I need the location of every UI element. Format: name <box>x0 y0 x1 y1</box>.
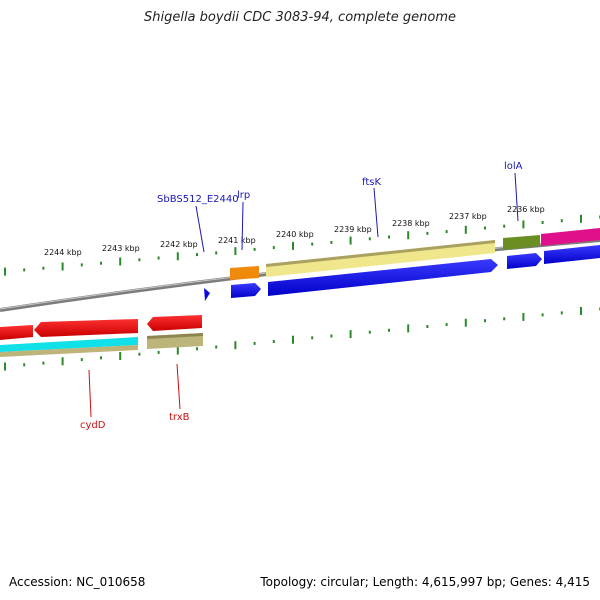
gene-cydd-arrow[interactable] <box>34 319 138 337</box>
gene-lola-arrow[interactable] <box>507 253 542 269</box>
inner-feature-ring <box>0 333 203 357</box>
gene-ftsk-feature[interactable] <box>266 240 495 277</box>
gene-trxb-feature-edge <box>147 333 203 339</box>
gene-labels: SbBS512_E2440 lrp ftsK lolA cydD trxB <box>80 161 523 431</box>
leader-cydd <box>88 369 92 418</box>
inner-strand-arrows <box>0 315 202 340</box>
gene-cydc-feature[interactable] <box>0 337 138 352</box>
gene-ftsk-arrow[interactable] <box>268 259 498 296</box>
kbp-label: 2240 kbp <box>276 230 314 239</box>
gene-trxb-arrow[interactable] <box>147 315 202 331</box>
gene-left-red-arrow[interactable] <box>0 325 33 340</box>
gene-lola-feature[interactable] <box>503 235 540 250</box>
gene-label-ftsk[interactable]: ftsK <box>362 177 381 188</box>
gene-label-sbbs512-e2440[interactable]: SbBS512_E2440 <box>157 194 239 205</box>
gene-downstream-magenta-feature[interactable] <box>541 228 600 246</box>
kbp-label: 2243 kbp <box>102 244 140 253</box>
kbp-label: 2237 kbp <box>449 212 487 221</box>
gene-sbbs512-e2440-arrow[interactable] <box>204 288 210 301</box>
outer-tick-row <box>4 214 600 276</box>
leader-lola <box>514 172 519 222</box>
gene-lrp-feature[interactable] <box>230 266 259 280</box>
gene-label-trxb[interactable]: trxB <box>169 412 190 423</box>
inner-tick-row <box>4 307 600 371</box>
gene-cydd-feature[interactable] <box>0 345 138 357</box>
outer-strand-arrows <box>204 245 600 301</box>
kbp-label: 2239 kbp <box>334 225 372 234</box>
gene-label-lrp[interactable]: lrp <box>237 190 250 201</box>
kbp-label: 2241 kbp <box>218 236 256 245</box>
gene-label-cydd[interactable]: cydD <box>80 420 106 431</box>
kbp-label: 2242 kbp <box>160 240 198 249</box>
gene-lrp-arrow[interactable] <box>231 283 261 298</box>
genome-stats-label: Topology: circular; Length: 4,615,997 bp… <box>260 575 590 589</box>
gene-ftsk-feature-edge <box>266 240 495 267</box>
leader-trxb <box>176 363 181 410</box>
leader-lrp <box>241 201 244 251</box>
leader-ftsk <box>373 187 379 238</box>
gene-leader-lines <box>88 172 519 418</box>
genome-backbone <box>0 238 600 312</box>
genome-title: Shigella boydii CDC 3083-94, complete ge… <box>143 10 457 25</box>
kbp-label: 2244 kbp <box>44 248 82 257</box>
gene-downstream-blue-arrow[interactable] <box>544 245 600 264</box>
accession-label: Accession: NC_010658 <box>9 575 146 589</box>
leader-sbbs512-e2440 <box>195 205 205 253</box>
outer-feature-ring <box>230 228 600 280</box>
kbp-label: 2238 kbp <box>392 219 430 228</box>
kbp-scale-labels: 2244 kbp 2243 kbp 2242 kbp 2241 kbp 2240… <box>44 205 545 257</box>
kbp-label: 2236 kbp <box>507 205 545 214</box>
gene-label-lola[interactable]: lolA <box>504 161 523 172</box>
